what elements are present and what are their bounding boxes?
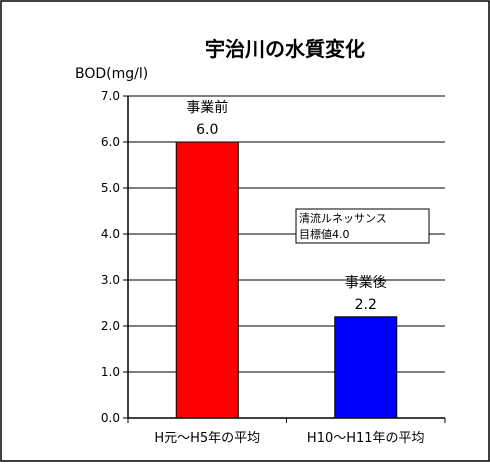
annotation-line-1: 清流ルネッサンス	[299, 211, 387, 225]
y-tick-labels: 0.0 1.0 2.0 3.0 4.0 5.0 6.0 7.0	[101, 89, 120, 425]
axes	[123, 95, 446, 423]
y-tick-label: 4.0	[101, 227, 120, 241]
data-label-value: 2.2	[355, 297, 377, 313]
annotation-line-2: 目標値4.0	[299, 227, 350, 241]
data-label-value: 6.0	[196, 122, 218, 138]
y-tick-label: 3.0	[101, 273, 120, 287]
y-tick-label: 0.0	[101, 411, 120, 425]
y-tick-label: 5.0	[101, 181, 120, 195]
annotation-box: 清流ルネッサンス 目標値4.0	[295, 208, 430, 244]
category-label: H元～H5年の平均	[154, 431, 260, 446]
bars	[175, 141, 398, 419]
bar	[334, 316, 398, 419]
y-tick-label: 2.0	[101, 319, 120, 333]
category-labels: H元～H5年の平均 H10～H11年の平均	[154, 431, 424, 446]
y-tick-label: 1.0	[101, 365, 120, 379]
category-label: H10～H11年の平均	[307, 431, 425, 446]
data-label-name: 事業前	[186, 99, 228, 116]
bar	[175, 141, 239, 419]
y-axis-label: BOD(mg/l)	[75, 66, 148, 82]
data-labels: 事業前 6.0 事業後 2.2	[186, 99, 387, 313]
data-label-name: 事業後	[345, 275, 387, 291]
annotation-frame	[295, 208, 430, 244]
y-tick-label: 6.0	[101, 135, 120, 149]
y-tick-label: 7.0	[101, 89, 120, 103]
chart-title: 宇治川の水質変化	[205, 37, 365, 61]
